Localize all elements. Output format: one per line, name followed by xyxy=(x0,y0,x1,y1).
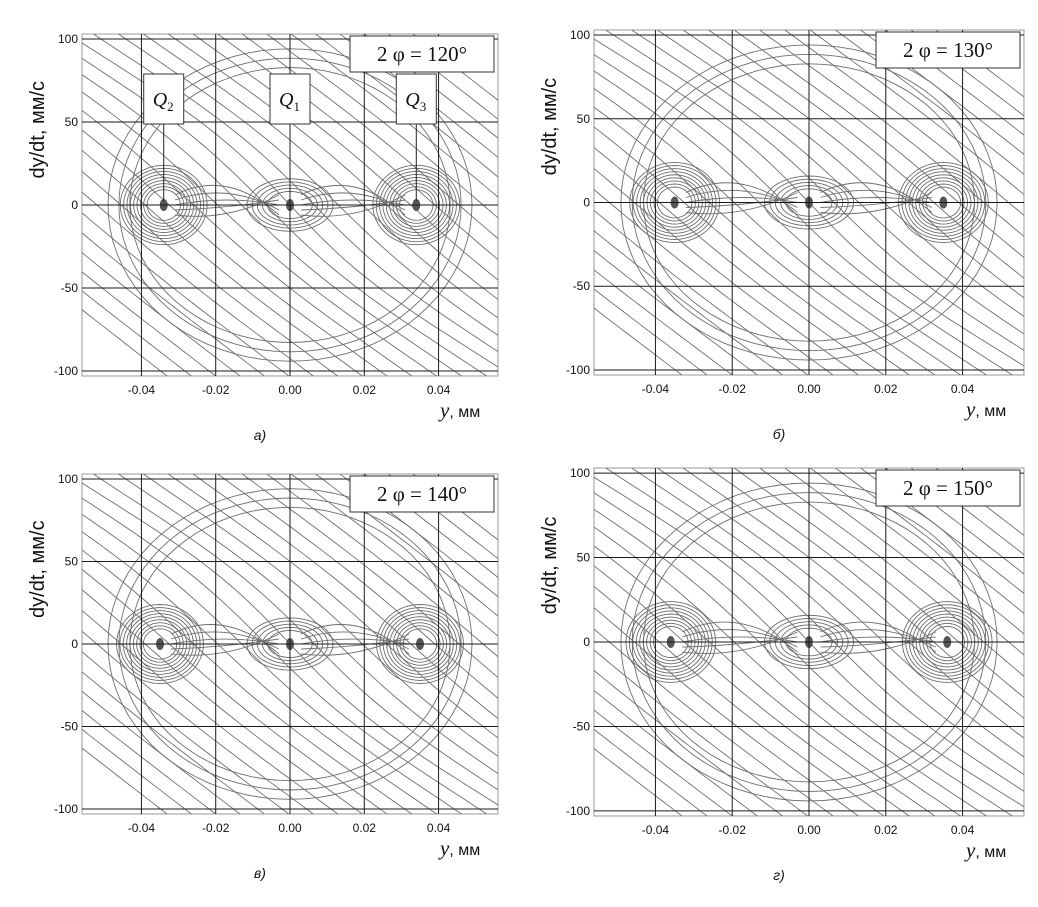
y-tick-label: 0 xyxy=(583,635,590,649)
x-axis-label: y, мм xyxy=(964,397,1006,421)
chart-panel-2: -0.04 -0.02 0.00 0.02 0.04 100 50 0 -50 -100 dy/dt… xyxy=(522,0,1038,455)
y-tick-label: 100 xyxy=(58,32,78,46)
y-axis-label: dy/dt, мм/с xyxy=(27,81,49,179)
x-axis-label: y, мм xyxy=(438,836,480,860)
y-axis-label: dy/dt, мм/с xyxy=(539,78,561,176)
y-tick-label: 100 xyxy=(570,28,590,42)
x-tick-label: 0.04 xyxy=(427,383,451,397)
x-tick-label: -0.04 xyxy=(128,821,156,835)
x-tick-label: -0.02 xyxy=(202,821,230,835)
x-axis-label: y, мм xyxy=(438,398,480,422)
panel-caption: г) xyxy=(773,867,785,883)
y-tick-label: -50 xyxy=(573,279,591,293)
x-tick-label: 0.04 xyxy=(951,823,975,837)
y-tick-label: -100 xyxy=(566,363,590,377)
y-axis-label: dy/dt, мм/с xyxy=(27,520,49,618)
x-tick-label: 0.04 xyxy=(427,821,451,835)
x-tick-label: -0.04 xyxy=(128,383,156,397)
x-tick-label: -0.02 xyxy=(719,382,747,396)
panel-caption: в) xyxy=(254,865,266,881)
y-tick-label: 0 xyxy=(583,196,590,210)
x-tick-label: 0.00 xyxy=(797,382,821,396)
x-tick-label: -0.02 xyxy=(719,823,747,837)
x-tick-label: -0.04 xyxy=(642,823,670,837)
x-tick-label: 0.02 xyxy=(874,823,898,837)
x-tick-label: 0.02 xyxy=(353,821,377,835)
chart-panel-1: -0.04 -0.02 0.00 0.02 0.04 100 50 0 -50 -100 dy/dt… xyxy=(0,0,520,455)
x-tick-label: 0.00 xyxy=(278,383,302,397)
x-tick-label: 0.00 xyxy=(278,821,302,835)
chart-panel-4: -0.04 -0.02 0.00 0.02 0.04 100 50 0 -50 -100 dy/dt… xyxy=(522,452,1038,907)
x-tick-label: 0.00 xyxy=(797,823,821,837)
y-tick-label: 0 xyxy=(71,637,78,651)
y-tick-label: -50 xyxy=(61,720,79,734)
phase-portrait-svg: -0.04 -0.02 0.00 0.02 0.04 100 50 0 -50 -100 dy/dt… xyxy=(522,452,1038,902)
x-tick-label: -0.04 xyxy=(642,382,670,396)
y-tick-label: 50 xyxy=(577,551,591,565)
x-tick-label: 0.02 xyxy=(874,382,898,396)
phase-portrait-svg: -0.04 -0.02 0.00 0.02 0.04 100 50 0 -50 -100 dy/dt… xyxy=(522,0,1038,450)
y-tick-label: 50 xyxy=(577,112,591,126)
phase-portrait-svg: -0.04 -0.02 0.00 0.02 0.04 100 50 0 -50 -100 dy/dt… xyxy=(0,0,520,450)
x-tick-label: 0.02 xyxy=(353,383,377,397)
angle-label: 2 φ = 150° xyxy=(903,476,993,500)
x-tick-label: 0.04 xyxy=(951,382,975,396)
chart-panel-3: -0.04 -0.02 0.00 0.02 0.04 100 50 0 -50 -100 dy/dt… xyxy=(0,452,520,907)
phase-portrait-svg: -0.04 -0.02 0.00 0.02 0.04 100 50 0 -50 -100 dy/dt… xyxy=(0,452,520,902)
y-tick-label: -100 xyxy=(54,802,78,816)
y-tick-label: 100 xyxy=(58,472,78,486)
y-tick-label: 100 xyxy=(570,466,590,480)
y-axis-label: dy/dt, мм/с xyxy=(539,517,561,615)
panel-caption: б) xyxy=(773,426,786,442)
y-tick-label: -100 xyxy=(54,364,78,378)
y-tick-label: 50 xyxy=(65,115,79,129)
angle-label: 2 φ = 140° xyxy=(377,482,467,506)
y-tick-label: -50 xyxy=(573,719,591,733)
x-axis-label: y, мм xyxy=(964,838,1006,862)
y-tick-label: 0 xyxy=(71,198,78,212)
y-tick-label: -50 xyxy=(61,281,79,295)
angle-label: 2 φ = 120° xyxy=(377,42,467,66)
panel-caption: а) xyxy=(254,427,266,443)
y-tick-label: 50 xyxy=(65,554,79,568)
angle-label: 2 φ = 130° xyxy=(903,38,993,62)
y-tick-label: -100 xyxy=(566,804,590,818)
x-tick-label: -0.02 xyxy=(202,383,230,397)
